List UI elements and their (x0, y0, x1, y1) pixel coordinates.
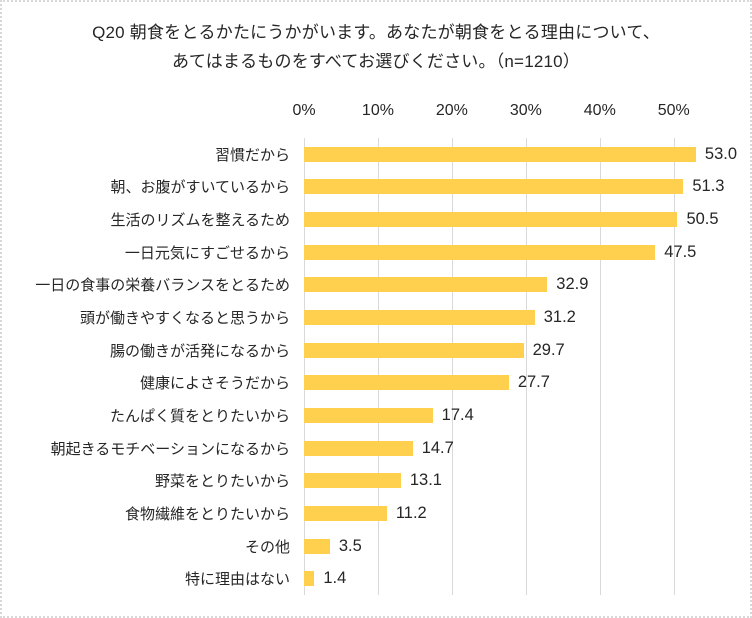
value-label: 29.7 (532, 340, 565, 359)
gridline (599, 138, 601, 595)
chart-title: Q20 朝食をとるかたにうかがいます。あなたが朝食をとる理由について、 あてはま… (2, 18, 750, 76)
category-label: 頭が働きやすくなると思うから (79, 310, 290, 328)
value-label: 27.7 (517, 373, 550, 392)
category-label: 腸の働きが活発になるから (109, 342, 290, 360)
category-label: 野菜をとりたいから (154, 473, 290, 491)
axis-tick-label: 10% (361, 102, 394, 119)
bar (304, 146, 696, 162)
category-label: 一日の食事の栄養バランスをとるため (35, 277, 290, 295)
bar-rows: 53.0 51.3 50.5 47.5 32.9 31.2 29.7 27.7 17.4 14.7… (304, 138, 744, 595)
bar (304, 505, 387, 521)
axis-tick-label: 0% (292, 102, 316, 119)
bar-row: 29.7 (304, 334, 744, 367)
category-label: 一日元気にすごせるから (124, 244, 290, 262)
category-label: 朝起きるモチベーションになるから (50, 440, 290, 458)
bar-row: 3.5 (304, 530, 744, 563)
value-label: 51.3 (692, 177, 725, 196)
bar (304, 179, 684, 195)
axis-tick-label: 30% (509, 102, 542, 119)
bar (304, 310, 535, 326)
value-label: 50.5 (686, 210, 719, 229)
bar (304, 473, 401, 489)
bar-row: 14.7 (304, 432, 744, 465)
value-label: 31.2 (543, 308, 576, 327)
value-label: 11.2 (395, 503, 427, 522)
bar-row: 47.5 (304, 236, 744, 269)
gridline (451, 138, 453, 595)
plot-area: 53.0 51.3 50.5 47.5 32.9 31.2 29.7 27.7 17.4 14.7… (304, 138, 744, 595)
category-label: 生活のリズムを整えるため (110, 212, 290, 230)
bar-row: 1.4 (304, 562, 744, 595)
bar (304, 440, 413, 456)
category-label: 食物繊維をとりたいから (124, 505, 290, 523)
value-label: 47.5 (664, 242, 697, 261)
category-label: たんぱく質をとりたいから (109, 407, 290, 425)
value-label: 14.7 (421, 438, 454, 457)
value-label: 1.4 (323, 569, 347, 588)
value-label: 32.9 (556, 275, 589, 294)
value-label: 17.4 (441, 405, 474, 424)
bar-row: 27.7 (304, 366, 744, 399)
bar (304, 538, 330, 554)
category-label: 習慣だから (214, 146, 290, 164)
bar-row: 13.1 (304, 464, 744, 497)
bar (304, 375, 509, 391)
axis-tick-label: 40% (583, 102, 616, 119)
axis-tick-label: 20% (435, 102, 468, 119)
bar-row: 11.2 (304, 497, 744, 530)
bar (304, 342, 524, 358)
value-label: 53.0 (704, 144, 738, 163)
bar-row: 32.9 (304, 269, 744, 302)
bar (304, 277, 548, 293)
category-label: 朝、お腹がすいているから (110, 179, 290, 197)
chart-title-line2: あてはまるものをすべてお選びください。（n=1210） (171, 52, 581, 71)
axis-tick-label: 50% (657, 102, 690, 119)
value-label: 3.5 (338, 536, 362, 555)
bar-row: 53.0 (304, 138, 744, 171)
gridline (525, 138, 527, 595)
gridline (377, 138, 379, 595)
bar-row: 17.4 (304, 399, 744, 432)
bar (304, 571, 315, 587)
gridline (304, 138, 305, 595)
value-label: 13.1 (409, 471, 442, 490)
category-label: 健康によさそうだから (139, 375, 290, 393)
bar (304, 244, 656, 260)
bar-row: 51.3 (304, 171, 744, 204)
bar (304, 212, 678, 228)
category-label: 特に理由はない (184, 571, 290, 589)
chart-title-line1: Q20 朝食をとるかたにうかがいます。あなたが朝食をとる理由について、 (92, 23, 660, 42)
category-label: その他 (244, 538, 290, 556)
category-axis: 習慣だから朝、お腹がすいているから 生活のリズムを整えるため一日元気にすごせるから… (2, 138, 297, 595)
bar-row: 50.5 (304, 203, 744, 236)
bar-row: 31.2 (304, 301, 744, 334)
gridline (673, 138, 675, 595)
bar (304, 407, 433, 423)
